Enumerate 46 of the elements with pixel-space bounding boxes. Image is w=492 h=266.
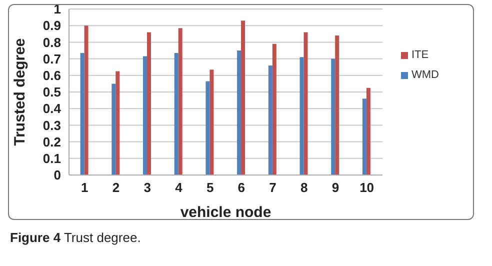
x-tick-label: 7 <box>269 180 276 196</box>
bar <box>142 56 147 175</box>
bar <box>268 65 272 175</box>
x-tick-label: 8 <box>300 180 308 196</box>
bar <box>116 71 120 175</box>
bar <box>84 26 88 175</box>
y-tick-label: 1 <box>54 2 61 17</box>
bar <box>237 50 242 175</box>
legend-label: WMD <box>412 69 439 81</box>
x-tick-label: 4 <box>175 180 184 196</box>
x-tick-label: 3 <box>144 180 151 196</box>
y-tick-label: 0.6 <box>42 68 61 84</box>
y-tick-label: 0.4 <box>42 101 62 116</box>
x-tick-label: 10 <box>360 180 374 196</box>
x-tick-label: 5 <box>206 180 214 196</box>
y-tick-label: 0.2 <box>42 134 61 150</box>
y-axis-title: Trusted degree <box>11 38 28 146</box>
y-tick-label: 0.5 <box>42 84 61 100</box>
bar <box>241 20 246 175</box>
y-tick-label: 0.9 <box>42 18 61 34</box>
x-tick-label: 2 <box>112 180 120 196</box>
y-tick-label: 0.7 <box>42 51 61 66</box>
y-tick-label: 0.8 <box>42 34 61 50</box>
bar <box>366 88 370 175</box>
y-tick-label: 0 <box>54 168 61 183</box>
bar <box>362 98 366 175</box>
x-tick-label: 9 <box>332 180 340 196</box>
bar <box>174 52 178 175</box>
x-tick-label: 6 <box>238 180 246 196</box>
x-tick-label: 1 <box>81 180 88 196</box>
bar <box>178 28 182 175</box>
bar <box>272 44 276 175</box>
x-axis-title: vehicle node <box>180 204 272 221</box>
caption: Figure 4 Trust degree. <box>10 230 142 245</box>
legend-label: ITE <box>412 49 429 61</box>
bar <box>210 70 214 175</box>
bar <box>300 57 304 175</box>
bar <box>304 32 308 175</box>
bar <box>331 58 336 175</box>
bar <box>206 81 210 175</box>
bar <box>80 52 84 175</box>
y-tick-label: 0.3 <box>42 118 61 133</box>
y-tick-label: 0.1 <box>42 151 61 166</box>
bar <box>112 84 116 175</box>
bar <box>335 36 340 175</box>
bar <box>146 32 151 175</box>
